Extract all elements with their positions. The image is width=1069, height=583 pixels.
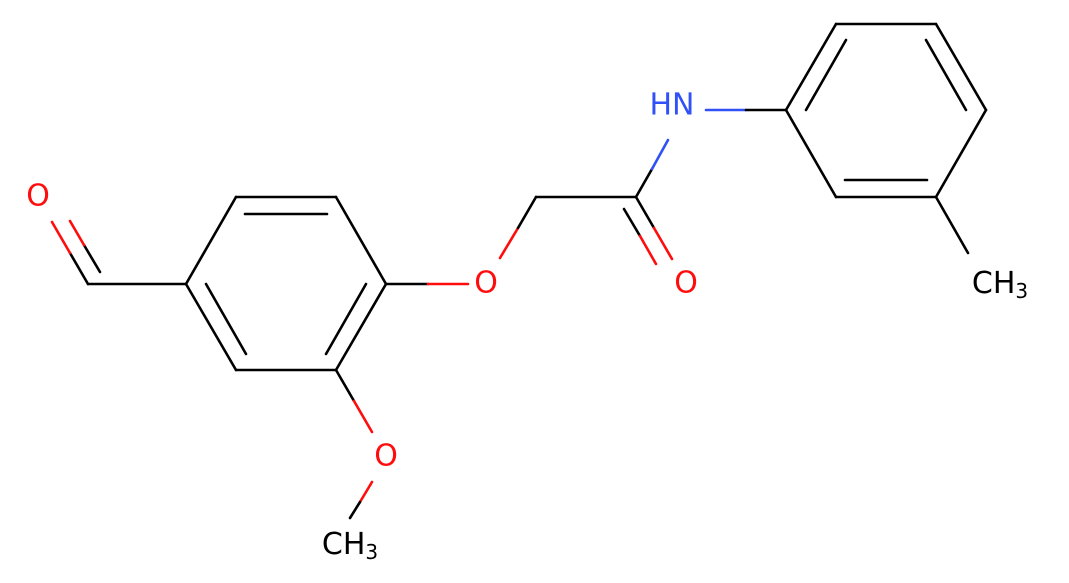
bond: [784, 22, 838, 112]
bond: [804, 38, 848, 112]
bond: [184, 282, 238, 372]
bond: [68, 251, 90, 286]
atom-label: O: [474, 266, 498, 301]
bond: [334, 195, 388, 286]
bond: [352, 399, 374, 434]
bond: [634, 195, 656, 230]
bond: [348, 500, 362, 520]
atom-label: O: [674, 266, 698, 301]
bond: [334, 282, 388, 372]
atom-label: O: [26, 179, 50, 214]
bond: [324, 282, 368, 356]
bond: [498, 226, 520, 260]
atom-label: CH3: [972, 266, 1028, 303]
bond: [516, 195, 538, 230]
bond: [622, 207, 642, 238]
bond: [934, 22, 988, 112]
bond: [204, 282, 248, 356]
atom-label: CH3: [322, 527, 378, 564]
bond: [334, 368, 356, 403]
bond: [638, 234, 658, 266]
bond: [934, 108, 988, 199]
atom-label: O: [374, 439, 398, 474]
atom-symbol: CH: [972, 266, 1016, 301]
bond: [634, 167, 654, 199]
bond: [784, 108, 838, 199]
bonds: [50, 22, 988, 520]
atom-label: HN: [650, 88, 695, 123]
bond: [358, 480, 374, 504]
bond: [934, 195, 970, 255]
bond: [184, 195, 238, 286]
atom-symbol: CH: [322, 527, 366, 562]
bond: [50, 220, 72, 255]
bond: [652, 226, 674, 261]
atom-subscript: 3: [365, 540, 378, 564]
bond: [924, 38, 968, 112]
bond: [68, 219, 86, 247]
atom-subscript: 3: [1015, 279, 1028, 303]
atom-labels: O O O HN O CH3 CH3: [26, 88, 1028, 564]
bond: [82, 243, 102, 274]
bond: [650, 138, 670, 171]
